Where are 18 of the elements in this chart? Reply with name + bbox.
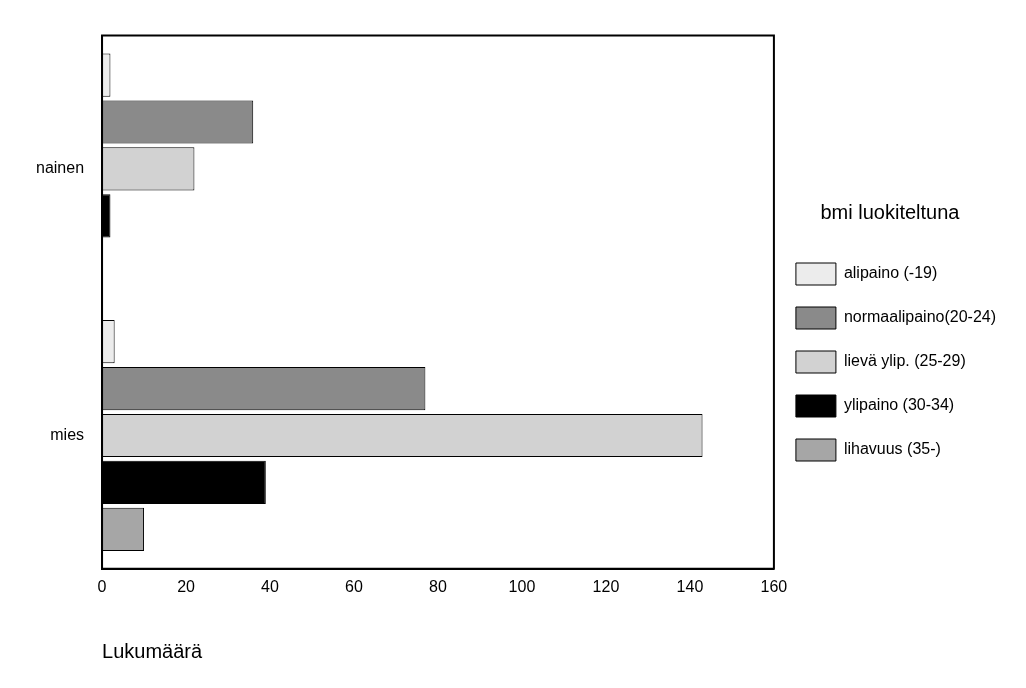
x-tick-label: 160 <box>760 577 788 595</box>
y-tick-label: mies <box>50 425 85 443</box>
legend-label: ylipaino (30-34) <box>843 396 955 414</box>
x-tick-label: 40 <box>261 577 280 595</box>
x-tick-label: 60 <box>345 577 363 595</box>
x-tick-label: 100 <box>508 577 536 595</box>
x-tick-label: 20 <box>177 577 196 595</box>
legend-label: lihavuus (35-) <box>843 440 941 458</box>
y-tick-label: nainen <box>36 159 85 177</box>
x-tick-label: 140 <box>676 577 704 595</box>
legend-title: bmi luokiteltuna <box>820 200 961 223</box>
x-tick-label: 0 <box>97 577 107 595</box>
x-axis-title: Lukumäärä <box>102 639 203 662</box>
legend-label: normaalipaino(20-24) <box>843 308 997 326</box>
legend-label: lievä ylip. (25-29) <box>843 352 966 370</box>
legend-label: alipaino (-19) <box>843 264 938 282</box>
x-tick-label: 80 <box>429 577 447 595</box>
x-tick-label: 120 <box>592 577 620 595</box>
